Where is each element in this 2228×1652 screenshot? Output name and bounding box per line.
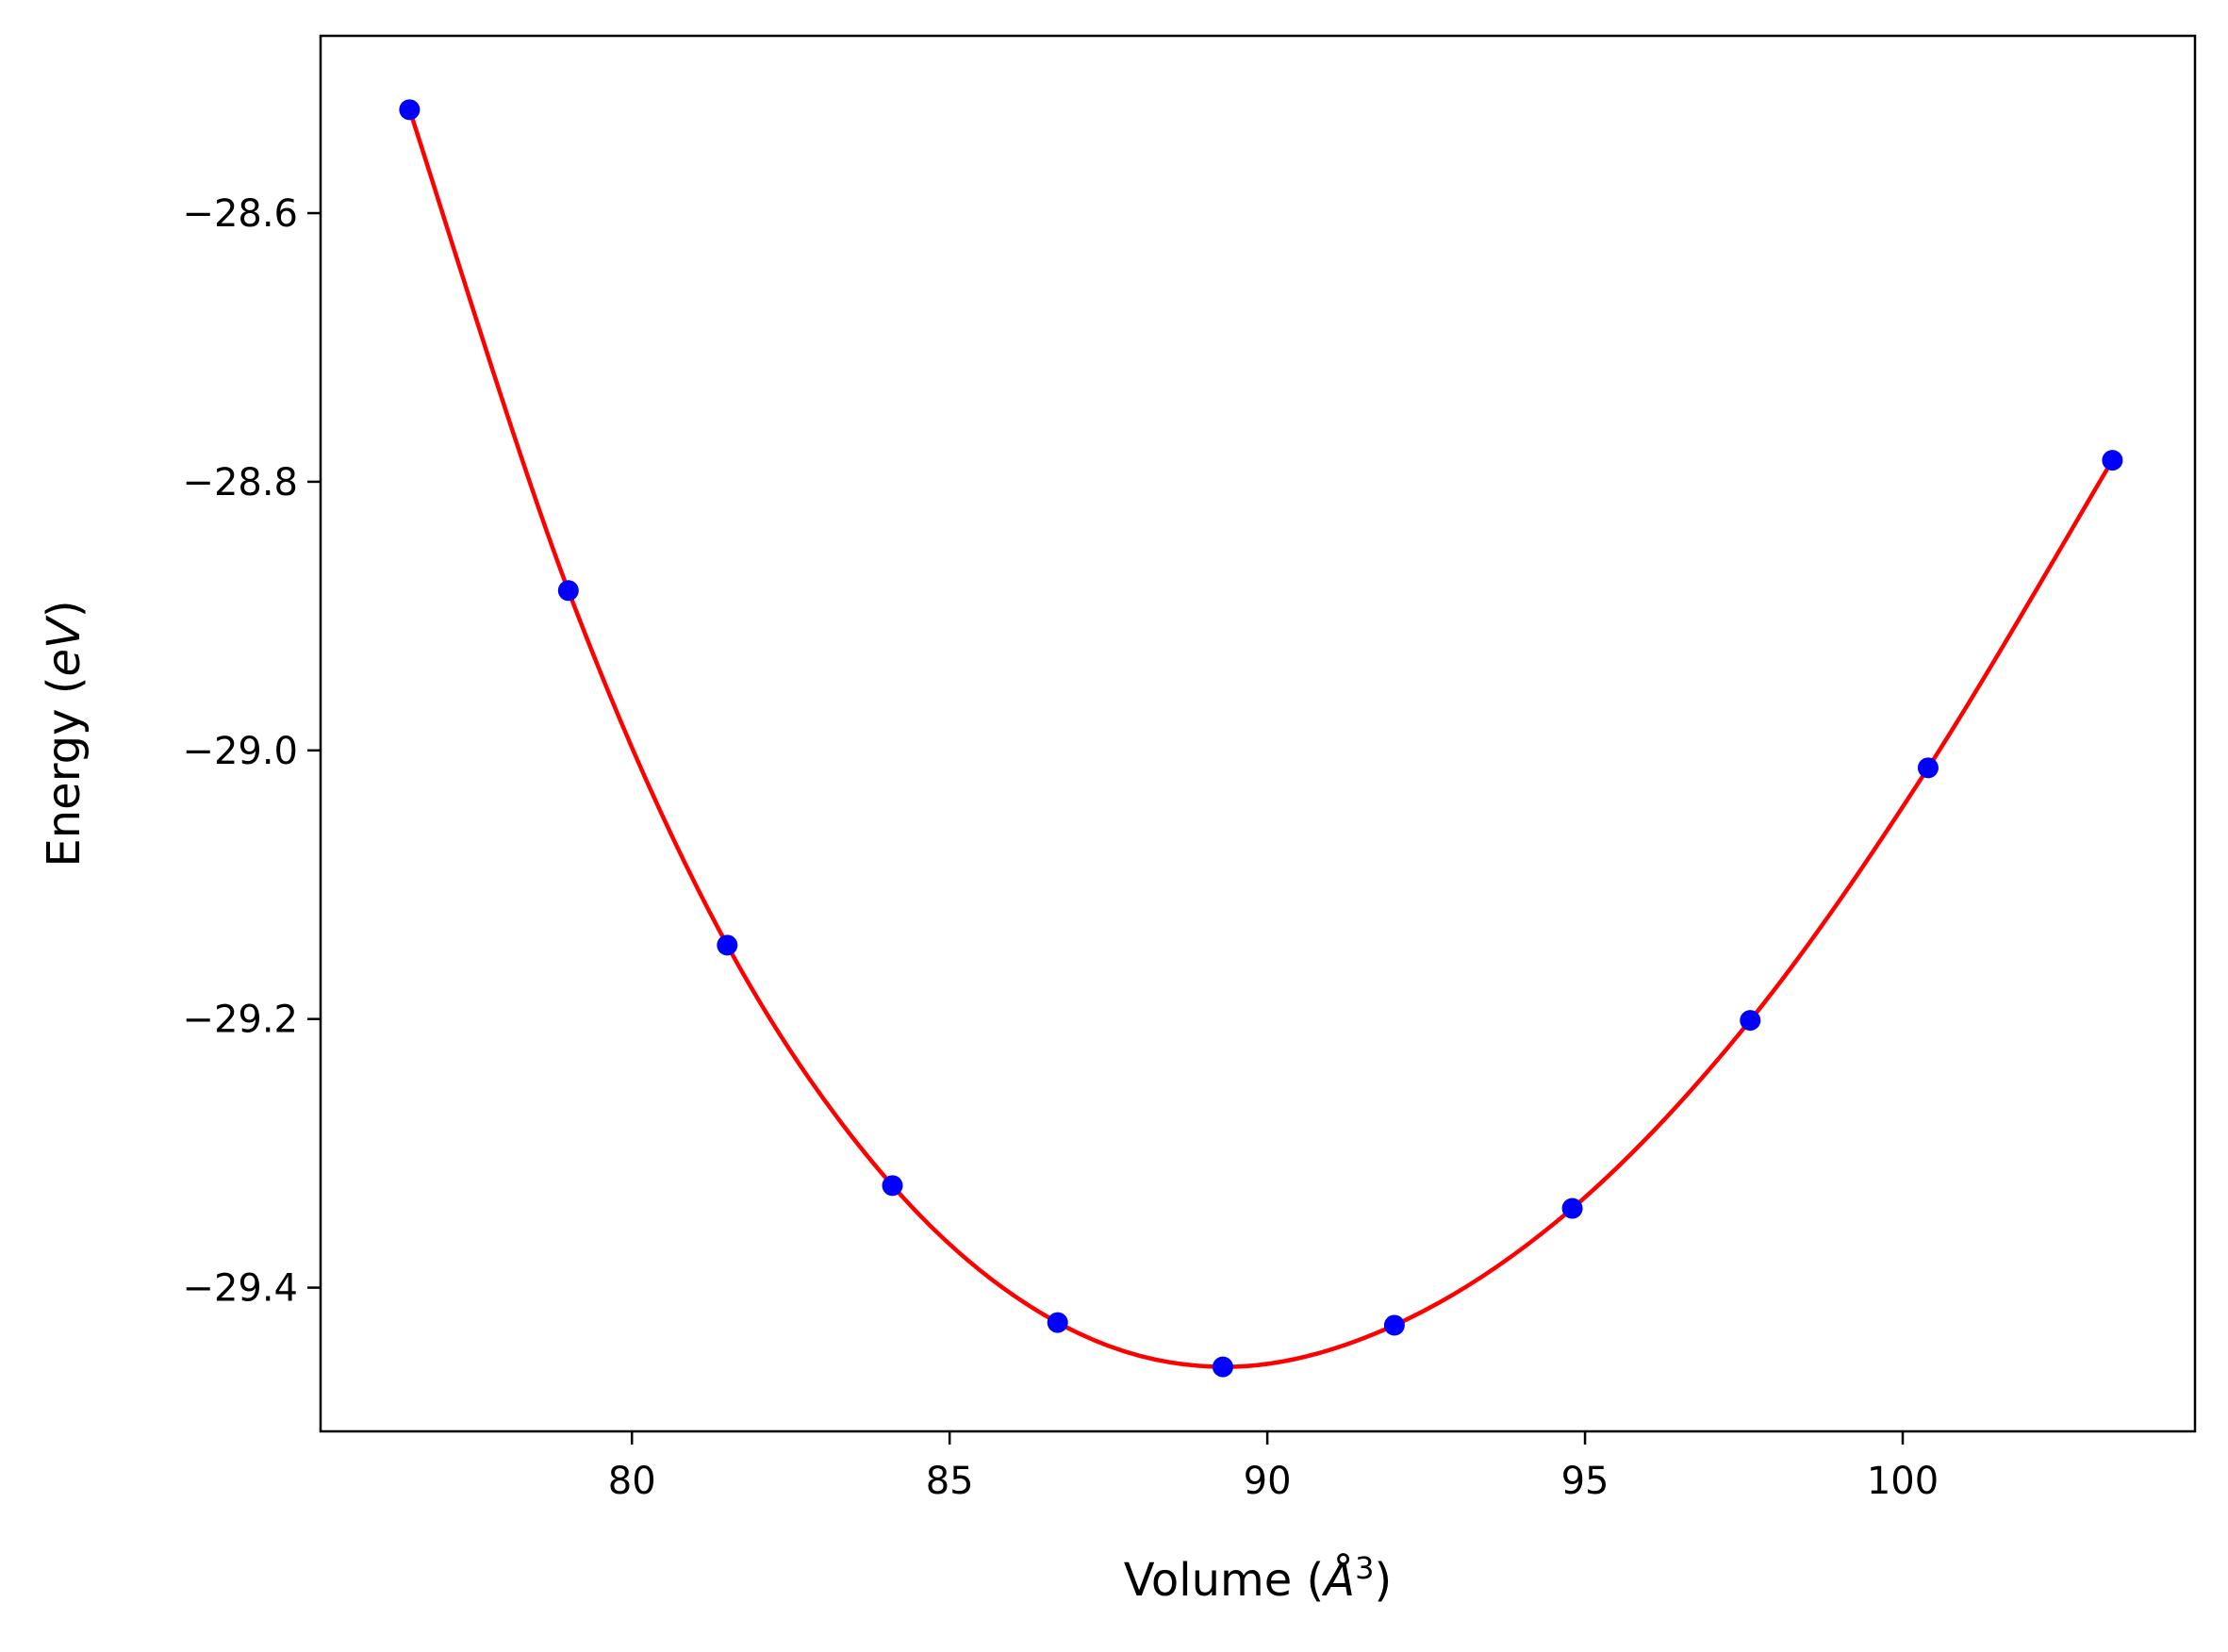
x-tick-label: 90 (1244, 1460, 1292, 1503)
x-tick-label: 100 (1867, 1460, 1939, 1503)
data-point (1047, 1312, 1068, 1333)
data-point (717, 934, 738, 956)
x-tick-label: 85 (926, 1460, 974, 1503)
y-axis-label: Energy (eV) (38, 600, 91, 867)
y-tick-label: −29.0 (182, 730, 298, 773)
axes-frame (319, 34, 2197, 1433)
x-tick-label: 95 (1561, 1460, 1609, 1503)
plot-area (399, 99, 2123, 1378)
y-tick-label: −28.8 (182, 461, 298, 504)
y-tick-label: −29.2 (182, 999, 298, 1042)
data-point (2102, 450, 2123, 471)
fit-curve (407, 108, 2115, 1369)
data-point (1561, 1198, 1583, 1219)
y-tick-label: −28.6 (182, 192, 298, 236)
data-point (1212, 1356, 1233, 1378)
y-tick-label: −29.4 (182, 1267, 298, 1311)
x-tick-label: 80 (608, 1460, 656, 1503)
y-axis-ticks: −28.6 −28.8 −29.0 −29.2 −29.4 (182, 192, 321, 1311)
x-axis-ticks: 80 85 90 95 100 (608, 1431, 1939, 1503)
x-axis-label: Volume (Å3) (1124, 1550, 1392, 1607)
data-point (1740, 1010, 1761, 1032)
data-point (557, 580, 579, 602)
data-point (1383, 1314, 1405, 1336)
data-point (1917, 757, 1939, 779)
data-point (882, 1175, 903, 1197)
data-point (399, 99, 421, 121)
